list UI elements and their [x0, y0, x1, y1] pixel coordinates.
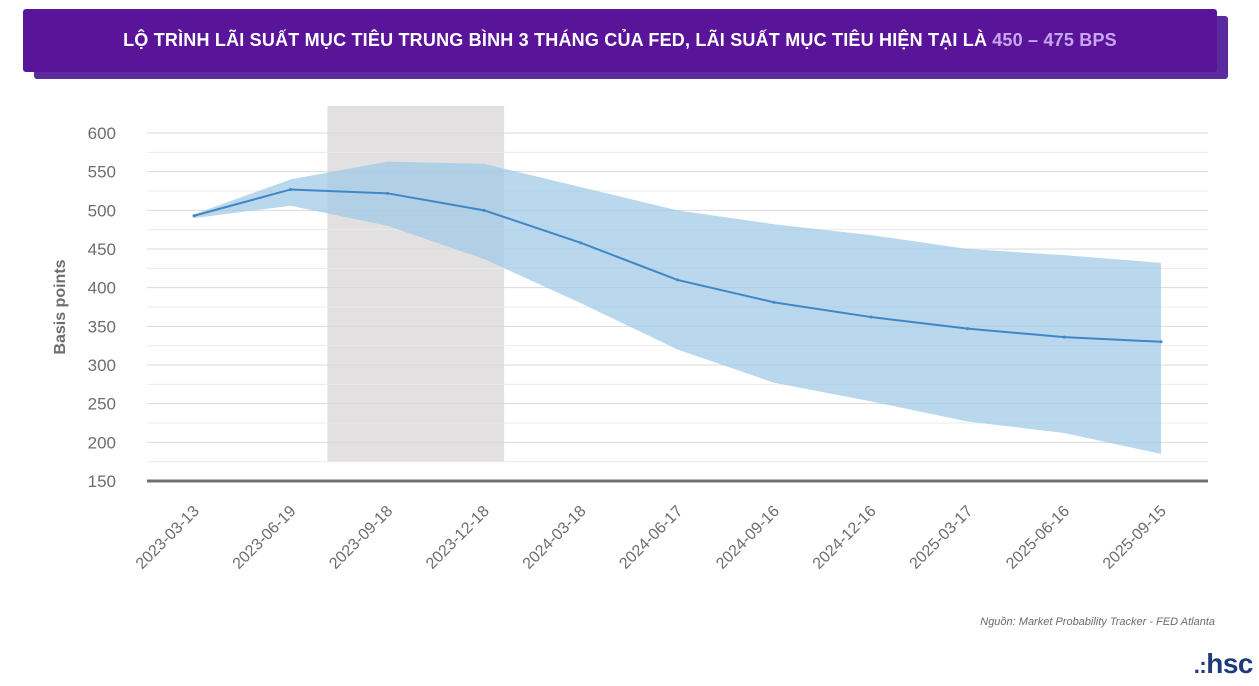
y-tick-label: 300 — [88, 356, 116, 375]
x-tick-label: 2023-09-18 — [326, 503, 396, 573]
header-banner: LỘ TRÌNH LÃI SUẤT MỤC TIÊU TRUNG BÌNH 3 … — [23, 9, 1217, 72]
mean-point — [289, 187, 293, 191]
x-tick-label: 2024-06-17 — [616, 503, 686, 573]
header-highlight: 450 – 475 BPS — [992, 30, 1117, 50]
y-tick-label: 400 — [88, 279, 116, 298]
y-tick-label: 250 — [88, 395, 116, 414]
highlight-period — [327, 106, 505, 462]
x-tick-label: 2023-03-13 — [133, 503, 203, 573]
mean-point — [482, 208, 486, 212]
mean-point — [676, 278, 679, 282]
x-tick-label: 2023-12-18 — [423, 503, 493, 573]
x-tick-label: 2024-12-16 — [810, 503, 880, 573]
band-upper-lower — [194, 161, 1161, 454]
x-tick-label: 2023-06-19 — [230, 503, 300, 573]
header-title: LỘ TRÌNH LÃI SUẤT MỤC TIÊU TRUNG BÌNH 3 … — [123, 30, 988, 50]
mean-point — [966, 327, 970, 331]
x-tick-label: 2024-09-16 — [713, 503, 783, 573]
mean-point — [772, 300, 776, 304]
x-tick-label: 2025-06-16 — [1003, 503, 1073, 573]
mean-point — [579, 241, 583, 245]
mean-point — [1062, 335, 1066, 339]
hsc-logo: .:hsc — [1193, 648, 1254, 679]
mean-point — [192, 214, 196, 218]
x-tick-label: 2025-09-15 — [1100, 503, 1170, 573]
mean-point — [385, 191, 389, 195]
x-tick-label: 2024-03-18 — [520, 503, 590, 573]
y-tick-label: 200 — [88, 433, 116, 452]
y-tick-label: 600 — [88, 124, 116, 143]
y-tick-label: 450 — [88, 240, 116, 259]
y-tick-label: 350 — [88, 317, 116, 336]
y-tick-label: 550 — [88, 163, 116, 182]
y-axis-label: Basis points — [52, 259, 69, 354]
y-tick-label: 500 — [88, 201, 116, 220]
x-tick-label: 2025-03-17 — [907, 503, 977, 573]
mean-point — [869, 315, 873, 319]
mean-point — [1159, 340, 1163, 344]
y-tick-label: 150 — [88, 472, 116, 491]
source-note: Nguồn: Market Probability Tracker - FED … — [980, 616, 1215, 628]
